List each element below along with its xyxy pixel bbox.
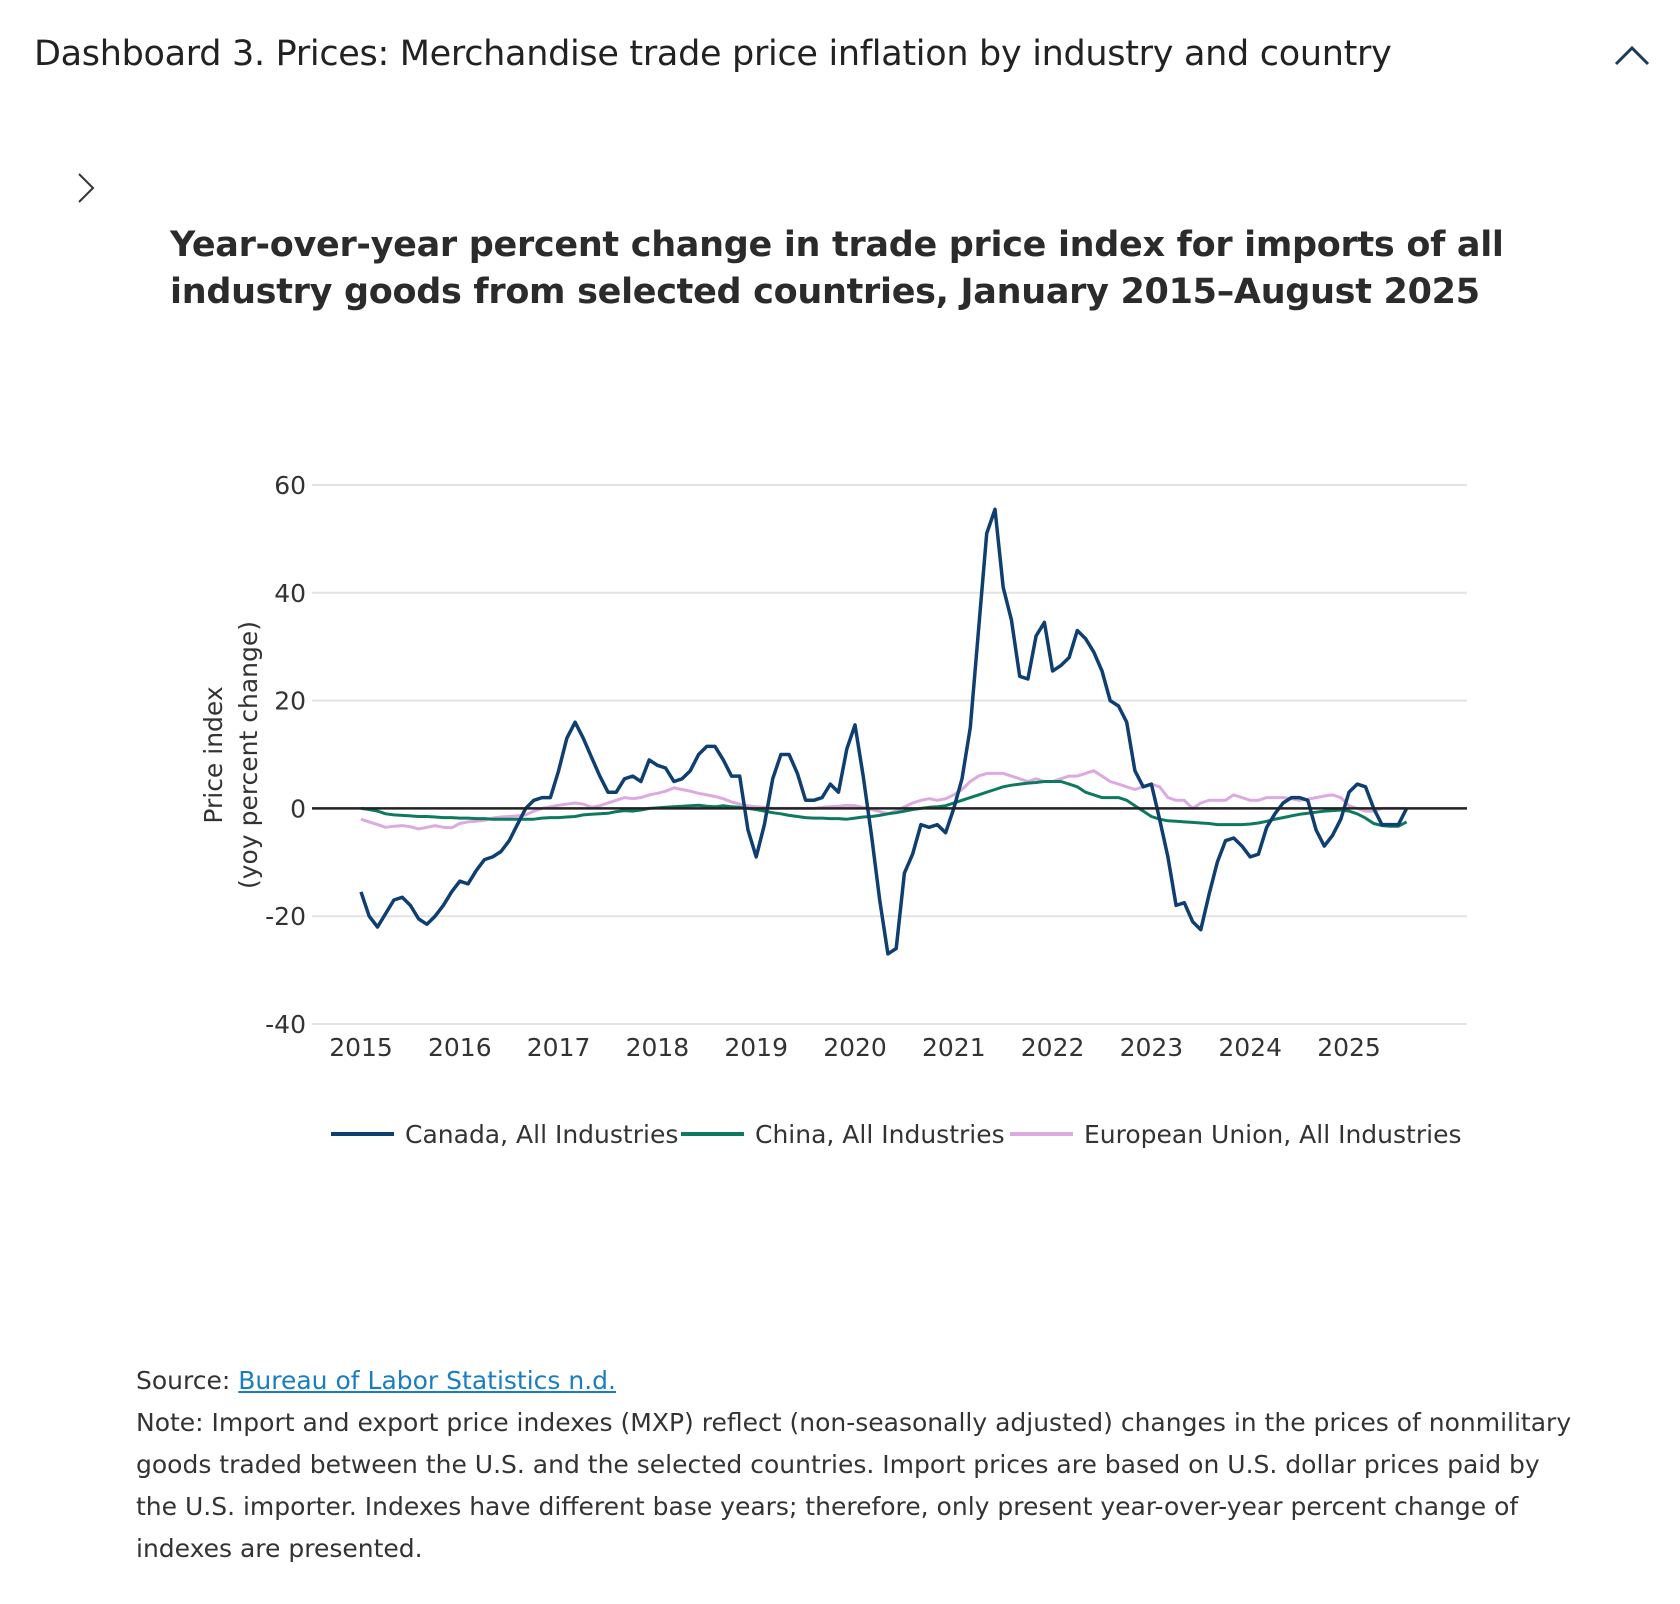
line-chart: 60 40 20 0 -20 -40 2015 2016 2017 2018 2019 2020 202… (199, 471, 1467, 1149)
x-tick-label: 2022 (1021, 1033, 1085, 1062)
chart-title: Year-over-year percent change in trade p… (170, 225, 1504, 312)
legend-label: China, All Industries (755, 1120, 1005, 1149)
x-tick-label: 2019 (724, 1033, 788, 1062)
series-line-european-union (360, 769, 1407, 831)
series-line-canada (359, 507, 1409, 956)
y-tick-label: -40 (265, 1010, 306, 1039)
y-tick-label: 20 (274, 687, 306, 716)
chart-notes: Source: Bureau of Labor Statistics n.d. … (136, 1360, 1576, 1570)
collapse-button[interactable] (1612, 40, 1652, 70)
series-line-china (360, 780, 1408, 828)
y-axis-label: Price index (199, 686, 228, 823)
legend-label: European Union, All Industries (1084, 1120, 1461, 1149)
x-tick-label: 2025 (1317, 1033, 1381, 1062)
y-tick-label: 60 (274, 471, 306, 500)
x-tick-label: 2020 (823, 1033, 887, 1062)
x-tick-label: 2015 (329, 1033, 393, 1062)
x-tick-label: 2017 (527, 1033, 591, 1062)
source-link[interactable]: Bureau of Labor Statistics n.d. (238, 1366, 616, 1395)
source-label: Source: (136, 1366, 231, 1395)
y-axis-label-units: (yoy percent change) (234, 621, 263, 889)
expand-button[interactable] (74, 170, 98, 206)
note-text: Note: Import and export price indexes (M… (136, 1408, 1572, 1563)
x-tick-label: 2021 (922, 1033, 986, 1062)
y-tick-label: 40 (274, 579, 306, 608)
y-tick-label: -20 (265, 902, 306, 931)
x-tick-label: 2018 (626, 1033, 690, 1062)
legend-label: Canada, All Industries (405, 1120, 678, 1149)
chevron-up-icon (1614, 45, 1650, 66)
dashboard-title: Dashboard 3. Prices: Merchandise trade p… (34, 34, 1392, 74)
chevron-right-icon (78, 173, 95, 203)
source-line: Source: Bureau of Labor Statistics n.d. (136, 1360, 1576, 1402)
x-tick-label: 2023 (1120, 1033, 1184, 1062)
y-tick-label: 0 (290, 794, 306, 823)
x-tick-label: 2016 (428, 1033, 492, 1062)
x-tick-label: 2024 (1218, 1033, 1282, 1062)
